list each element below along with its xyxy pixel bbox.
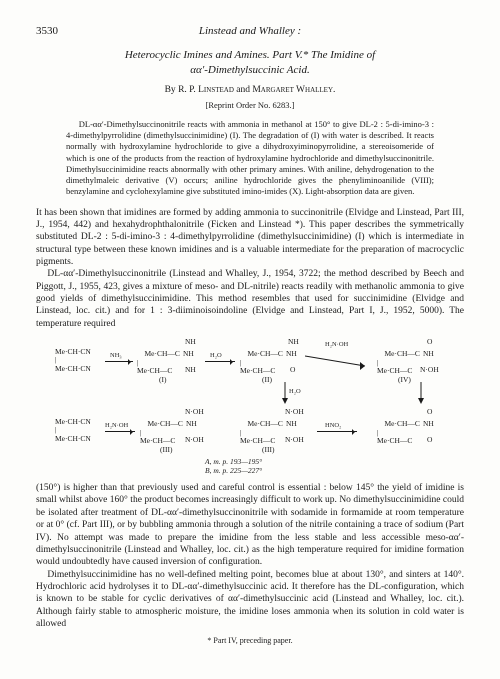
page-header: 3530 Linstead and Whalley :	[36, 24, 464, 38]
page-number: 3530	[36, 24, 58, 38]
abstract-paragraph: DL-αα′-Dimethylsuccinonitrile reacts wit…	[66, 119, 434, 196]
arrow-down-h2o-label: H₂O	[289, 388, 301, 396]
mp-b: B, m. p. 225—227°	[205, 467, 262, 475]
mol-I-nhbrace: NH	[183, 350, 194, 358]
arrow-h2noh-label: H₂N·OH	[325, 341, 348, 349]
mol-br-o-top: O	[427, 408, 432, 416]
mol-II-nh: NH	[286, 350, 297, 358]
byline: By R. P. Linstead and Margaret Whalley.	[36, 84, 464, 96]
article-title: Heterocyclic Imines and Amines. Part V.*…	[56, 48, 444, 78]
mol-br-o-bot: O	[427, 436, 432, 444]
mol-III-left-label: (III)	[160, 446, 173, 454]
mol-I-nh-top: NH	[185, 338, 196, 346]
mol-II-label: (II)	[262, 376, 272, 384]
mol-III-mid-noh-top: N·OH	[285, 408, 304, 416]
arrow-hno2	[317, 431, 357, 432]
mol-III-mid-nh: NH	[286, 420, 297, 428]
mol-IV-text: Me·CH—C | Me·CH—C	[377, 349, 420, 375]
body-paragraph-4: Dimethylsuccinimidine has no well-define…	[36, 569, 464, 631]
mp-a: A, m. p. 193—195°	[205, 458, 262, 466]
arrow-h2o-1	[205, 361, 235, 362]
running-head: Linstead and Whalley :	[199, 24, 301, 38]
mol-IV-nh: NH	[423, 350, 434, 358]
mol-bot-right: Me·CH—C | Me·CH—C	[377, 412, 420, 453]
mol-II-nh-top: NH	[288, 338, 299, 346]
mol-nitrile-bot: Me·CH·CN | Me·CH·CN	[55, 418, 91, 443]
title-line1: Heterocyclic Imines and Amines. Part V.*…	[125, 49, 375, 61]
byline-mid: and	[234, 85, 252, 95]
footnote: * Part IV, preceding paper.	[36, 636, 464, 646]
para1-rest: It has been shown that imidines are form…	[36, 208, 464, 267]
mol-II-text: Me·CH—C | Me·CH—C	[240, 349, 283, 375]
mol-III-left-noh-top: N·OH	[185, 408, 204, 416]
author-1: R. P. Linstead	[178, 85, 234, 95]
mol-III-left-text: Me·CH—C | Me·CH—C	[140, 419, 183, 445]
reprint-order: [Reprint Order No. 6283.]	[36, 100, 464, 111]
mol-III-mid-text: Me·CH—C | Me·CH—C	[240, 419, 283, 445]
mol-I-text: Me·CH—C | Me·CH—C	[137, 349, 180, 375]
mol-II-o: O	[290, 366, 295, 374]
mol-III-left-nh: NH	[186, 420, 197, 428]
arrow-h2noh-bot-label: H₂N·OH	[105, 422, 128, 430]
arrow-nh3-label: NH₃	[110, 352, 122, 360]
mol-IV-label: (IV)	[398, 376, 411, 384]
title-line2: αα′-Dimethylsuccinic Acid.	[190, 64, 309, 76]
mol-III-mid-noh-bot: N·OH	[285, 436, 304, 444]
mol-I-nh-bot: NH	[185, 366, 196, 374]
mol-bot-right-text: Me·CH—C | Me·CH—C	[377, 419, 420, 445]
body-paragraph-2: DL-αα′-Dimethylsuccinonitrile (Linstead …	[36, 268, 464, 330]
arrow-down-right	[413, 382, 429, 406]
arrow-hno2-label: HNO₂	[325, 422, 341, 430]
mol-IV-o-top: O	[427, 338, 432, 346]
byline-prefix: By	[165, 85, 178, 95]
header-spacer	[461, 24, 464, 38]
author-2: Margaret Whalley.	[252, 85, 335, 95]
mol-III-mid-label: (III)	[262, 446, 275, 454]
body-paragraph-1: It has been shown that imidines are form…	[36, 207, 464, 269]
mol-IV-noh: N·OH	[420, 366, 439, 374]
reaction-scheme: Me·CH·CN | Me·CH·CN NH₃ Me·CH—C | Me·CH—…	[55, 336, 445, 476]
mol-I-label: (I)	[159, 376, 167, 384]
arrow-h2o-1-label: H₂O	[210, 352, 222, 360]
arrow-nh3	[105, 361, 133, 362]
mol-nitrile-top: Me·CH·CN | Me·CH·CN	[55, 348, 91, 373]
arrow-h2noh-bot	[105, 431, 135, 432]
arrow-diag-iv	[305, 346, 375, 386]
mol-br-nh: NH	[423, 420, 434, 428]
mol-III-left-noh-bot: N·OH	[185, 436, 204, 444]
body-paragraph-3: (150°) is higher than that previously us…	[36, 482, 464, 568]
